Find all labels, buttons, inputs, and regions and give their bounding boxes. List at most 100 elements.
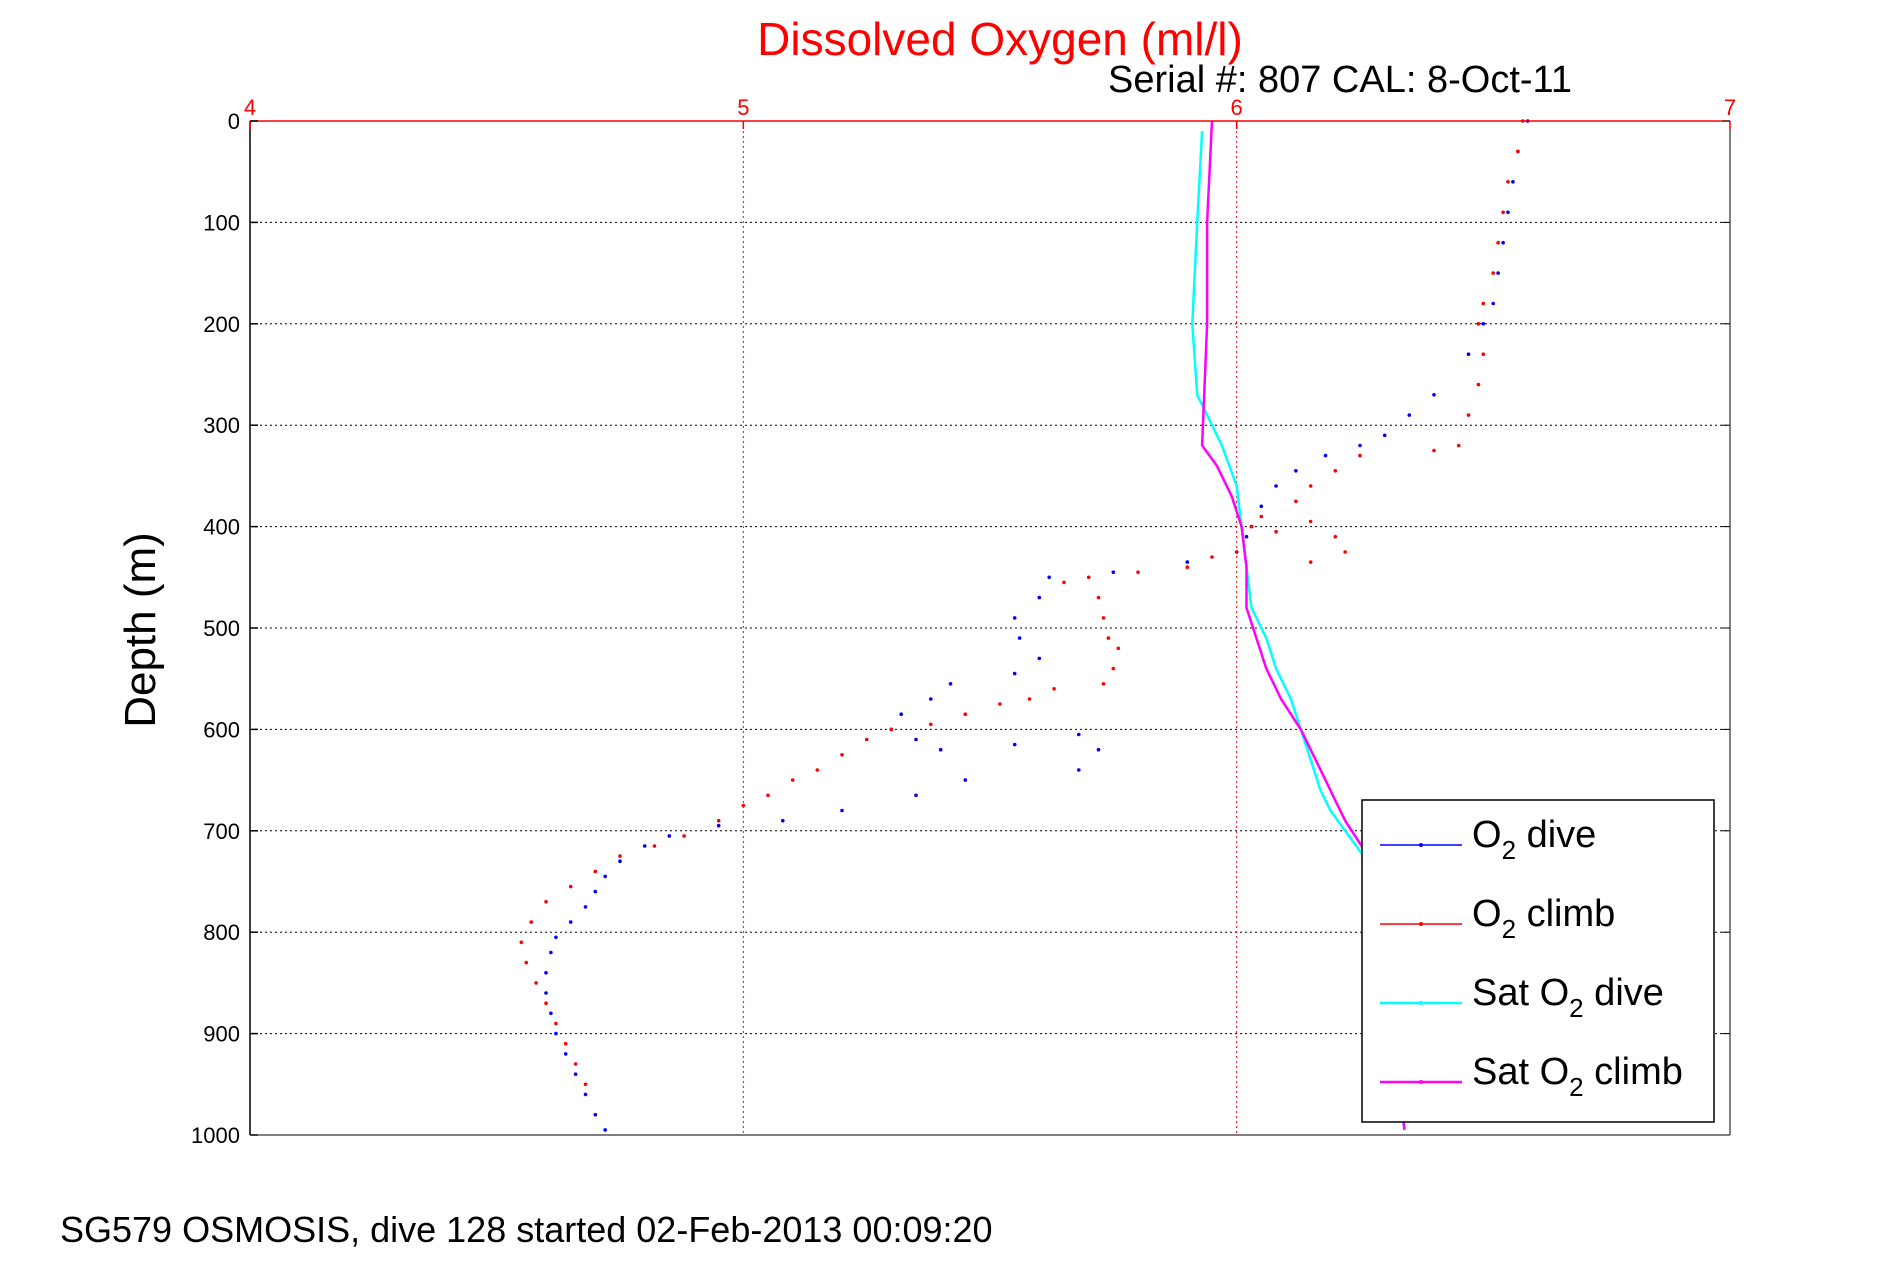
data-point-o2-dive	[544, 971, 548, 975]
data-point-o2-dive	[1259, 504, 1264, 509]
legend-label-sat-o2-dive: Sat O2 dive	[1472, 972, 1664, 1023]
data-point-o2-climb	[524, 960, 529, 965]
data-point-o2-climb	[1343, 550, 1347, 554]
x-tick-label: 4	[244, 95, 256, 120]
data-point-o2-dive	[1323, 453, 1328, 458]
legend-marker-sat-o2-dive	[1419, 1001, 1423, 1005]
data-point-o2-climb	[864, 737, 869, 742]
data-point-o2-climb	[741, 803, 746, 808]
data-point-o2-dive	[1077, 768, 1081, 772]
data-point-o2-climb	[790, 778, 795, 782]
data-point-o2-climb	[1116, 646, 1121, 651]
data-point-o2-dive	[938, 747, 943, 752]
data-point-o2-dive	[914, 793, 918, 798]
data-point-o2-dive	[603, 874, 607, 879]
data-point-o2-climb	[1456, 443, 1461, 448]
data-point-o2-climb	[1234, 550, 1239, 554]
y-tick-label: 900	[203, 1022, 240, 1047]
legend-box	[1361, 799, 1715, 1123]
data-point-o2-climb	[1101, 616, 1106, 620]
data-point-o2-dive	[1481, 322, 1486, 326]
data-point-o2-dive	[1511, 180, 1515, 184]
x-tick-label: 7	[1724, 95, 1736, 120]
data-point-o2-dive	[963, 778, 968, 782]
data-point-o2-climb	[1259, 514, 1264, 519]
data-point-o2-dive	[549, 1011, 553, 1016]
data-point-o2-climb	[1506, 180, 1510, 184]
data-point-o2-dive	[1096, 747, 1101, 752]
data-point-o2-dive	[544, 991, 548, 995]
data-point-o2-climb	[1308, 560, 1313, 564]
data-point-o2-climb	[1210, 555, 1214, 559]
data-point-o2-climb	[1106, 636, 1111, 640]
data-point-o2-dive	[554, 1031, 558, 1036]
data-point-o2-climb	[1496, 240, 1500, 245]
y-tick-label: 700	[203, 819, 240, 844]
x-tick-label: 6	[1231, 95, 1243, 120]
y-tick-label: 400	[203, 515, 240, 540]
data-point-o2-climb	[1086, 575, 1091, 580]
data-point-o2-dive	[618, 859, 622, 863]
data-point-o2-climb	[1185, 565, 1190, 569]
data-point-o2-climb	[682, 834, 686, 838]
data-point-o2-climb	[766, 793, 770, 798]
data-point-o2-dive	[1432, 393, 1436, 397]
data-point-o2-climb	[1358, 453, 1362, 458]
data-point-o2-dive	[1012, 742, 1017, 747]
data-point-o2-climb	[1516, 149, 1520, 154]
data-point-o2-climb	[1481, 301, 1486, 306]
data-point-o2-dive	[593, 1112, 598, 1117]
data-point-o2-dive	[603, 1128, 607, 1132]
data-point-o2-climb	[1308, 519, 1313, 524]
data-point-o2-climb	[529, 920, 533, 924]
data-point-o2-dive	[1466, 352, 1471, 357]
data-point-o2-dive	[593, 889, 598, 894]
y-tick-label: 200	[203, 312, 240, 337]
data-point-o2-climb	[1294, 499, 1298, 504]
data-point-o2-dive	[568, 920, 573, 924]
data-point-o2-climb	[568, 884, 573, 889]
data-point-o2-dive	[914, 737, 918, 742]
data-point-o2-climb	[1136, 570, 1140, 574]
data-point-o2-climb	[815, 768, 820, 772]
legend-label-o2-dive: O2 dive	[1472, 814, 1596, 865]
axis-layer: 4 5 6 7 0 100 200 300 400 500 600 700 800 900 1000	[191, 95, 1736, 1148]
data-point-o2-climb	[563, 1041, 568, 1046]
data-point-o2-dive	[1077, 732, 1081, 737]
data-point-o2-climb	[1476, 382, 1481, 387]
data-point-o2-dive	[929, 697, 933, 701]
data-point-o2-climb	[889, 727, 894, 732]
data-point-o2-dive	[1496, 271, 1500, 275]
data-point-o2-climb	[1111, 666, 1116, 671]
data-point-o2-dive	[1407, 413, 1412, 417]
y-tick-label: 100	[203, 210, 240, 235]
data-point-o2-dive	[948, 682, 953, 686]
data-point-o2-dive	[1274, 484, 1278, 488]
data-point-o2-climb	[1466, 413, 1471, 417]
legend-marker-sat-o2-climb	[1419, 1080, 1423, 1084]
data-point-o2-dive	[667, 834, 672, 838]
data-point-o2-dive	[642, 844, 647, 848]
data-point-o2-dive	[563, 1052, 568, 1056]
data-point-o2-climb	[519, 940, 524, 945]
data-point-o2-dive	[1294, 469, 1298, 473]
y-tick-label: 500	[203, 616, 240, 641]
chart-title: Dissolved Oxygen (ml/l)	[757, 13, 1243, 65]
x-tick-label: 5	[737, 95, 749, 120]
data-point-o2-dive	[573, 1072, 578, 1076]
data-point-o2-climb	[544, 1001, 548, 1005]
data-point-o2-dive	[554, 935, 558, 940]
data-point-o2-dive	[1037, 656, 1042, 661]
y-tick-label: 300	[203, 413, 240, 438]
data-point-o2-climb	[1052, 687, 1056, 691]
data-point-o2-dive	[716, 823, 721, 828]
data-point-o2-dive	[1506, 210, 1510, 215]
data-point-o2-climb	[618, 854, 622, 858]
data-point-o2-dive	[1382, 433, 1387, 438]
data-point-o2-dive	[1185, 560, 1190, 564]
data-point-o2-climb	[1501, 210, 1505, 215]
data-point-o2-climb	[1062, 580, 1066, 585]
data-point-o2-climb	[963, 712, 968, 716]
data-point-o2-dive	[1037, 595, 1042, 600]
